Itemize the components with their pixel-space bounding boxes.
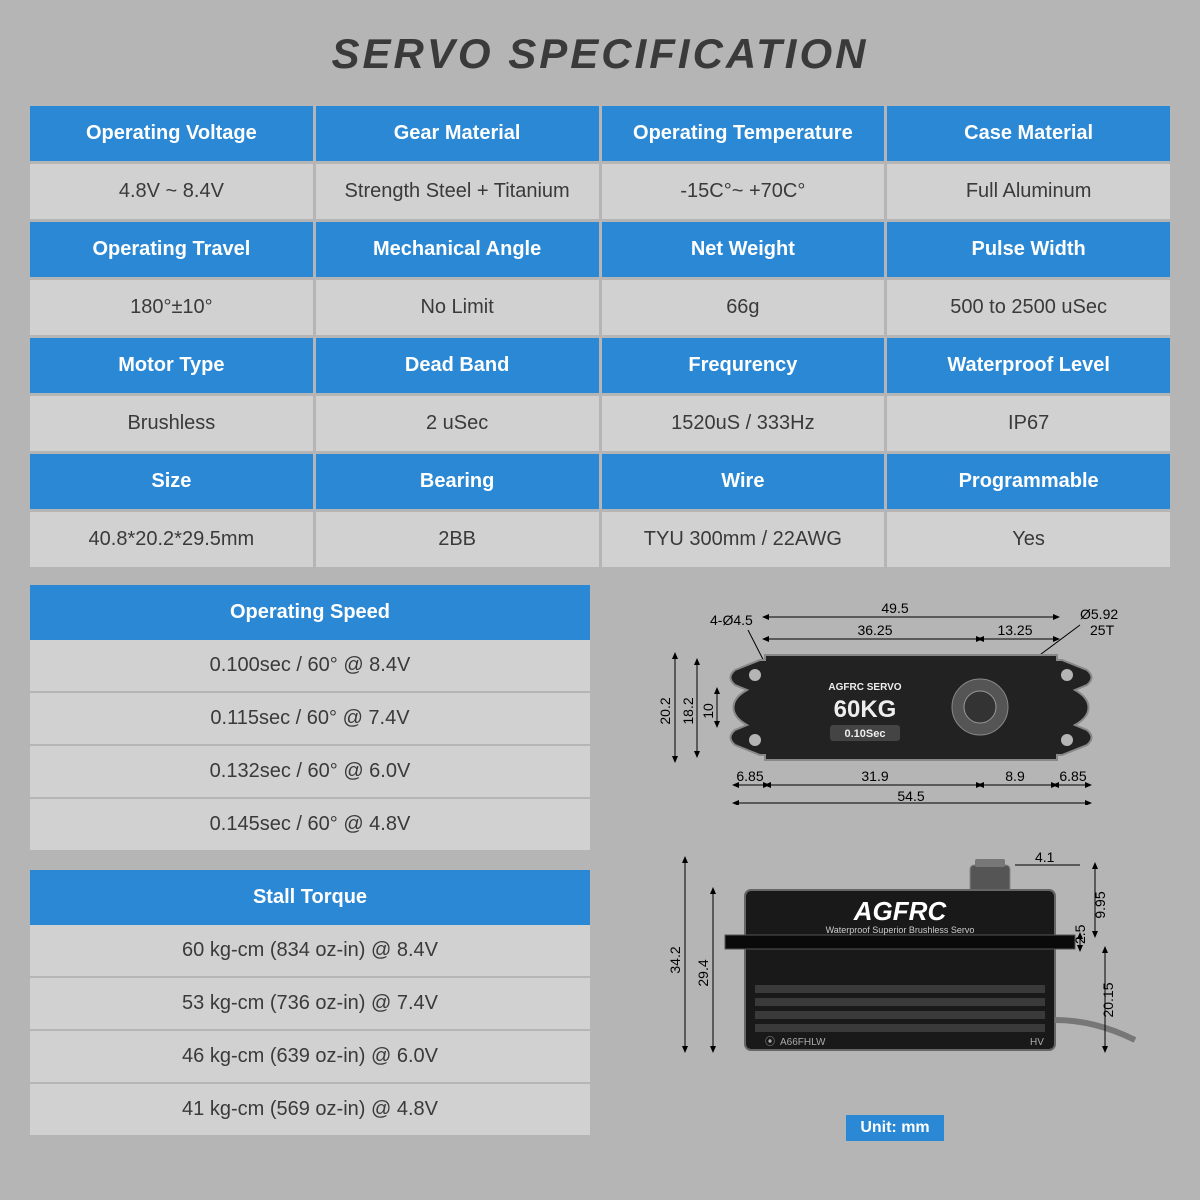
th: Programmable xyxy=(887,454,1170,509)
speed-row: 0.145sec / 60° @ 4.8V xyxy=(30,799,590,850)
th: Dead Band xyxy=(316,338,599,393)
th: Pulse Width xyxy=(887,222,1170,277)
th: Size xyxy=(30,454,313,509)
svg-text:60KG: 60KG xyxy=(834,696,897,723)
th: Case Material xyxy=(887,106,1170,161)
th: Operating Travel xyxy=(30,222,313,277)
th: Motor Type xyxy=(30,338,313,393)
svg-text:10: 10 xyxy=(700,703,716,719)
svg-text:Ø5.92: Ø5.92 xyxy=(1080,606,1118,622)
svg-text:36.25: 36.25 xyxy=(857,622,892,638)
th: Mechanical Angle xyxy=(316,222,599,277)
td: No Limit xyxy=(316,280,599,335)
th: Bearing xyxy=(316,454,599,509)
td: 4.8V ~ 8.4V xyxy=(30,164,313,219)
unit-label-wrap: Unit: mm xyxy=(635,1115,1155,1141)
td: 66g xyxy=(602,280,885,335)
th: Waterproof Level xyxy=(887,338,1170,393)
svg-text:6.85: 6.85 xyxy=(1059,768,1086,784)
th: Gear Material xyxy=(316,106,599,161)
td: Strength Steel + Titanium xyxy=(316,164,599,219)
torque-row: 41 kg-cm (569 oz-in) @ 4.8V xyxy=(30,1084,590,1135)
svg-text:AGFRC SERVO: AGFRC SERVO xyxy=(828,682,901,693)
td: Full Aluminum xyxy=(887,164,1170,219)
speed-row: 0.132sec / 60° @ 6.0V xyxy=(30,746,590,799)
speed-block: Operating Speed 0.100sec / 60° @ 8.4V 0.… xyxy=(30,585,590,850)
spec-grid: Operating Voltage Gear Material Operatin… xyxy=(30,106,1170,567)
th: Operating Temperature xyxy=(602,106,885,161)
svg-text:31.9: 31.9 xyxy=(861,768,888,784)
torque-row: 46 kg-cm (639 oz-in) @ 6.0V xyxy=(30,1031,590,1084)
svg-text:20.15: 20.15 xyxy=(1100,982,1116,1017)
speed-row: 0.115sec / 60° @ 7.4V xyxy=(30,693,590,746)
td: IP67 xyxy=(887,396,1170,451)
th: Frequrency xyxy=(602,338,885,393)
svg-text:25T: 25T xyxy=(1090,622,1115,638)
td: 40.8*20.2*29.5mm xyxy=(30,512,313,567)
svg-text:Waterproof Superior Brushless: Waterproof Superior Brushless Servo xyxy=(826,925,975,935)
servo-top-diagram: 4-Ø4.5 49.5 36.25 13.25 Ø5.92 25T AGFRC … xyxy=(635,595,1155,805)
th: Operating Voltage xyxy=(30,106,313,161)
svg-text:34.2: 34.2 xyxy=(667,946,683,973)
td: TYU 300mm / 22AWG xyxy=(602,512,885,567)
td: 180°±10° xyxy=(30,280,313,335)
svg-text:13.25: 13.25 xyxy=(997,622,1032,638)
svg-text:29.4: 29.4 xyxy=(695,959,711,986)
td: Yes xyxy=(887,512,1170,567)
td: Brushless xyxy=(30,396,313,451)
svg-text:4-Ø4.5: 4-Ø4.5 xyxy=(710,612,753,628)
torque-block: Stall Torque 60 kg-cm (834 oz-in) @ 8.4V… xyxy=(30,870,590,1135)
page-title: SERVO SPECIFICATION xyxy=(30,30,1170,78)
unit-badge: Unit: mm xyxy=(846,1115,943,1141)
svg-text:A66FHLW: A66FHLW xyxy=(780,1037,826,1048)
td: -15C°~ +70C° xyxy=(602,164,885,219)
svg-text:AGFRC: AGFRC xyxy=(853,896,948,926)
td: 500 to 2500 uSec xyxy=(887,280,1170,335)
svg-text:HV: HV xyxy=(1030,1037,1044,1048)
svg-text:4.1: 4.1 xyxy=(1035,849,1055,865)
svg-text:54.5: 54.5 xyxy=(897,788,924,804)
svg-text:18.2: 18.2 xyxy=(680,697,696,724)
speed-title: Operating Speed xyxy=(30,585,590,640)
svg-text:49.5: 49.5 xyxy=(881,600,908,616)
svg-text:9.95: 9.95 xyxy=(1092,891,1108,918)
th: Net Weight xyxy=(602,222,885,277)
svg-text:8.9: 8.9 xyxy=(1005,768,1025,784)
td: 2 uSec xyxy=(316,396,599,451)
svg-text:⦿: ⦿ xyxy=(765,1036,775,1048)
torque-row: 53 kg-cm (736 oz-in) @ 7.4V xyxy=(30,978,590,1031)
svg-text:20.2: 20.2 xyxy=(657,697,673,724)
torque-title: Stall Torque xyxy=(30,870,590,925)
torque-row: 60 kg-cm (834 oz-in) @ 8.4V xyxy=(30,925,590,978)
svg-text:6.85: 6.85 xyxy=(736,768,763,784)
speed-row: 0.100sec / 60° @ 8.4V xyxy=(30,640,590,693)
svg-text:0.10Sec: 0.10Sec xyxy=(845,728,886,740)
servo-side-diagram: AGFRC Waterproof Superior Brushless Serv… xyxy=(635,835,1155,1085)
td: 1520uS / 333Hz xyxy=(602,396,885,451)
th: Wire xyxy=(602,454,885,509)
td: 2BB xyxy=(316,512,599,567)
